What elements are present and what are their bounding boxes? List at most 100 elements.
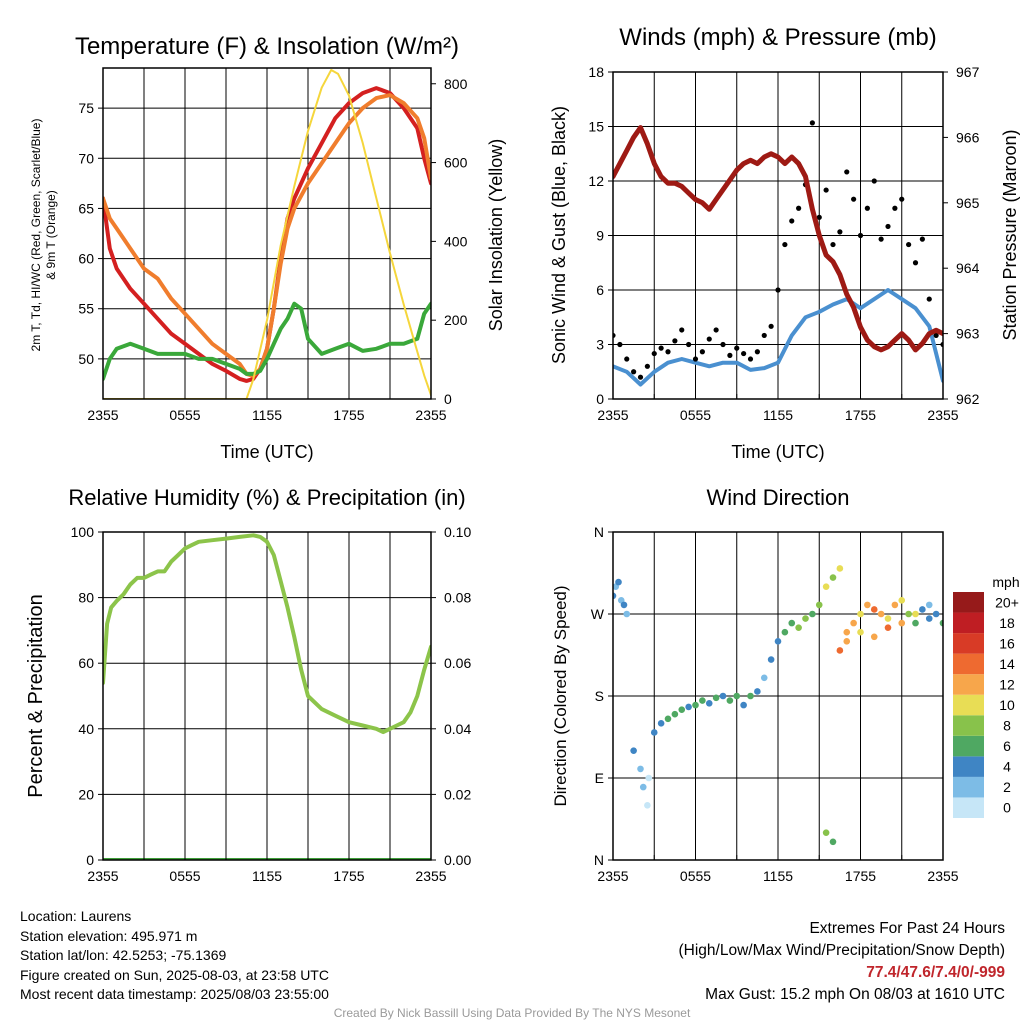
gust-point <box>720 341 726 348</box>
extremes-box: Extremes For Past 24 Hours (High/Low/Max… <box>679 918 1006 1006</box>
direction-point <box>712 694 720 702</box>
x-tick-label: 0555 <box>169 868 200 884</box>
x-tick-label: 1755 <box>845 407 876 423</box>
colorbar-title: mph <box>992 574 1019 590</box>
colorbar-label: 0 <box>1003 800 1011 816</box>
direction-point <box>857 628 864 636</box>
gust-point <box>754 349 760 355</box>
colorbar-swatch <box>953 735 984 757</box>
direction-point <box>623 610 631 618</box>
x-tick-label: 0555 <box>169 407 200 423</box>
direction-point <box>644 802 651 809</box>
extremes-subtitle: (High/Low/Max Wind/Precipitation/Snow De… <box>678 942 1006 959</box>
gust-point <box>871 178 877 184</box>
y2-tick-label: 0.08 <box>444 590 471 606</box>
direction-point <box>864 601 871 609</box>
direction-point <box>870 633 878 641</box>
gust-point <box>761 332 767 339</box>
direction-point <box>726 697 734 704</box>
direction-point <box>802 615 809 622</box>
x-tick-label: 1755 <box>845 868 876 884</box>
direction-point <box>843 628 851 636</box>
direction-point <box>836 647 844 654</box>
y2-tick-label: 967 <box>956 64 980 80</box>
colorbar-swatch <box>953 776 984 798</box>
y-tick-label: 9 <box>596 228 604 244</box>
info-location: Location: Laurens <box>20 908 132 924</box>
x-tick-label: 1755 <box>333 868 364 884</box>
dir-grid <box>613 532 943 860</box>
direction-point <box>905 610 912 618</box>
direction-point <box>932 610 940 618</box>
y2-tick-label: 0.06 <box>444 655 471 671</box>
gust-point <box>692 356 699 362</box>
colorbar-label: 12 <box>999 676 1015 692</box>
colorbar-swatch <box>953 756 984 777</box>
gust-point <box>727 352 733 358</box>
dir-panel: Wind Direction 2355 0555 1155 1755 2355NESWN… <box>551 485 1020 884</box>
x-tick-label: 0555 <box>680 407 711 423</box>
direction-point <box>795 624 802 631</box>
colorbar: 0 2 4 6 8 10 12 14 16 18 20+ <box>953 592 1019 818</box>
direction-point <box>822 583 830 590</box>
direction-point <box>767 656 775 663</box>
y-tick-label: 20 <box>78 786 94 802</box>
gust-point <box>789 218 795 224</box>
series-group <box>613 120 943 387</box>
y-tick-label: 80 <box>78 590 94 606</box>
temp-ylabel-left-1: 2m T, Td, HI/WC (Red, Green, Scarlet/Blu… <box>29 119 43 352</box>
wind-plot-area <box>613 120 943 387</box>
gust-point <box>830 241 836 248</box>
colorbar-swatch <box>953 797 984 818</box>
wind-ylabel-left: Sonic Wind & Gust (Blue, Black) <box>549 106 569 364</box>
y-tick-label: N <box>594 524 604 540</box>
y2-tick-label: 400 <box>444 233 468 249</box>
gust-point <box>816 214 822 220</box>
gust-point <box>782 241 788 248</box>
direction-point <box>836 565 844 572</box>
wind-xlabel: Time (UTC) <box>731 442 824 462</box>
gust-point <box>857 232 864 239</box>
gust-point <box>906 241 912 248</box>
direction-point <box>891 601 899 609</box>
series-group <box>103 533 431 860</box>
series-line-2 <box>103 301 431 381</box>
x-tick-label: 1155 <box>252 868 282 884</box>
y-tick-label: 70 <box>78 150 94 166</box>
info-latlon: Station lat/lon: 42.5253; -75.1369 <box>20 947 227 963</box>
colorbar-swatch <box>953 633 984 654</box>
x-tick-label: 2355 <box>87 407 118 423</box>
y2-tick-label: 964 <box>956 260 980 276</box>
series-line-0 <box>103 533 431 735</box>
y-tick-label: 18 <box>588 64 604 80</box>
gust-point <box>637 374 644 380</box>
gust-point <box>912 260 919 266</box>
gust-point <box>775 287 781 293</box>
extremes-values: 77.4/47.6/7.4/0/-999 <box>866 964 1005 981</box>
temp-ylabel-left-2: & 9m T (Orange) <box>44 190 58 280</box>
rh-grid <box>103 532 431 860</box>
x-tick-label: 1755 <box>333 407 364 423</box>
x-tick-label: 2355 <box>415 868 446 884</box>
gust-point <box>926 296 932 302</box>
direction-point <box>645 774 653 782</box>
gust-point <box>796 205 802 211</box>
direction-point <box>877 610 885 618</box>
direction-point <box>884 615 892 622</box>
x-tick-label: 2355 <box>927 407 958 423</box>
gust-point <box>851 196 857 202</box>
y-tick-label: 40 <box>78 721 94 737</box>
y-tick-label: 60 <box>78 655 94 671</box>
wind-ylabel-right: Station Pressure (Maroon) <box>1000 129 1020 340</box>
gust-point <box>878 236 884 242</box>
direction-point <box>678 706 686 713</box>
y-tick-label: 75 <box>78 100 94 116</box>
rh-panel: Relative Humidity (%) & Precipitation (i… <box>25 485 471 884</box>
y-tick-label: 0 <box>86 852 94 868</box>
y2-tick-label: 965 <box>956 195 980 211</box>
series-line-0 <box>613 288 943 387</box>
direction-point <box>788 619 796 627</box>
direction-point <box>613 592 617 600</box>
